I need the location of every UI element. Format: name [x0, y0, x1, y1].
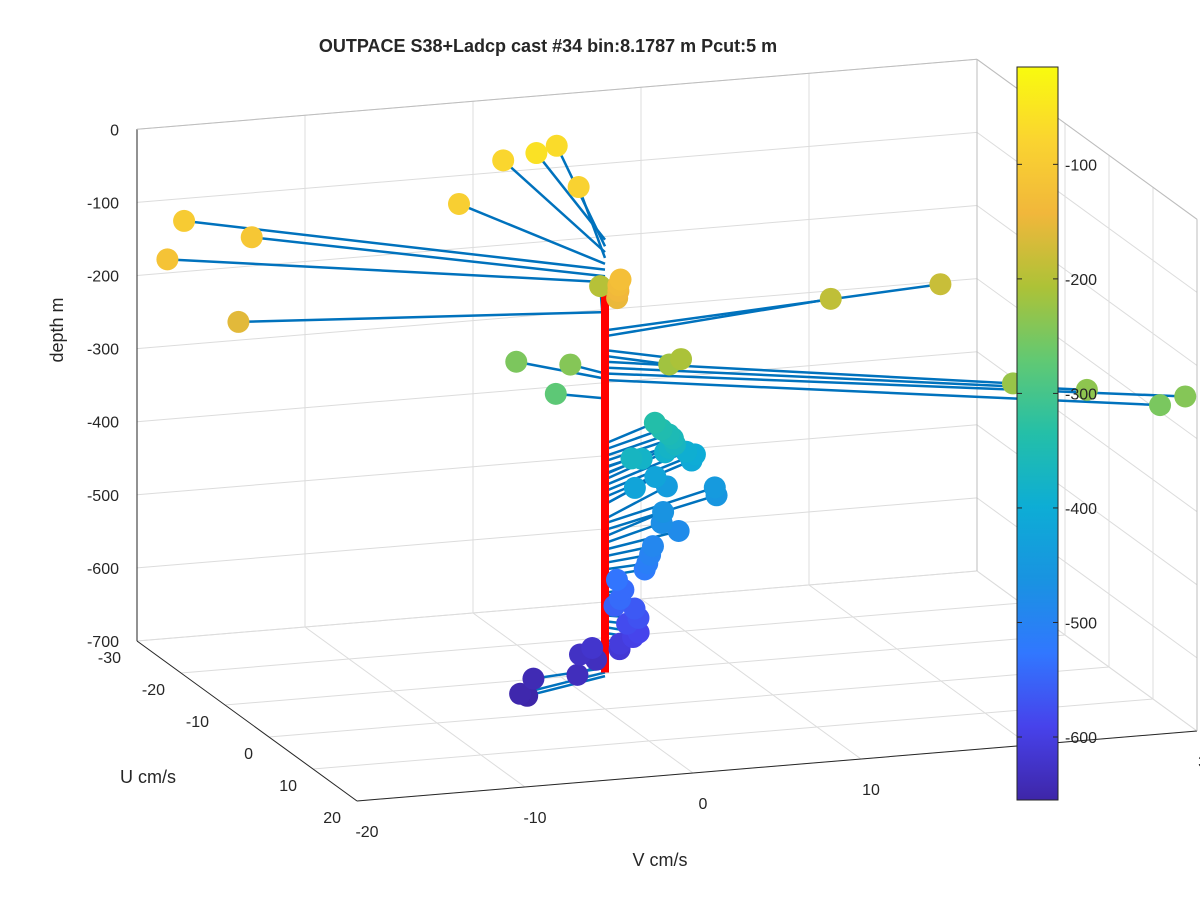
data-point — [1149, 394, 1171, 416]
z-axis-label: depth m — [47, 297, 67, 362]
x-axis-label: V cm/s — [632, 850, 687, 870]
data-point — [566, 664, 588, 686]
v-tick-label: -10 — [523, 810, 546, 827]
data-point — [652, 501, 674, 523]
z-tick-label: -600 — [87, 561, 119, 578]
u-tick-label: -30 — [98, 650, 121, 667]
u-tick-label: 0 — [244, 746, 253, 763]
data-point — [568, 176, 590, 198]
z-tick-label: -400 — [87, 415, 119, 432]
data-point — [610, 269, 632, 291]
z-tick-label: -700 — [87, 634, 119, 651]
data-point — [545, 383, 567, 405]
data-point — [241, 226, 263, 248]
colorbar-tick-label: -600 — [1065, 730, 1097, 747]
u-tick-label: 10 — [279, 778, 297, 795]
data-point — [620, 447, 642, 469]
data-point — [156, 248, 178, 270]
data-point — [581, 637, 603, 659]
colorbar-tick-label: -300 — [1065, 386, 1097, 403]
u-tick-label: -10 — [186, 714, 209, 731]
y-axis-label: U cm/s — [120, 767, 176, 787]
z-tick-label: -300 — [87, 342, 119, 359]
data-point — [173, 210, 195, 232]
v-tick-label: 10 — [862, 782, 880, 799]
data-point — [642, 535, 664, 557]
data-point — [644, 466, 666, 488]
chart-title: OUTPACE S38+Ladcp cast #34 bin:8.1787 m … — [319, 36, 777, 56]
z-tick-label: 0 — [110, 122, 119, 139]
data-point — [820, 288, 842, 310]
data-point — [624, 477, 646, 499]
u-tick-label: 20 — [323, 810, 341, 827]
z-tick-label: -200 — [87, 269, 119, 286]
data-point — [492, 149, 514, 171]
u-tick-label: -20 — [142, 682, 165, 699]
z-tick-label: -500 — [87, 488, 119, 505]
data-point — [448, 193, 470, 215]
data-point — [525, 142, 547, 164]
data-point — [505, 351, 527, 373]
data-point — [227, 311, 249, 333]
data-point — [644, 412, 666, 434]
colorbar-tick-label: -400 — [1065, 501, 1097, 518]
data-point — [606, 569, 628, 591]
z-tick-label: -100 — [87, 195, 119, 212]
colorbar-tick-label: -100 — [1065, 157, 1097, 174]
colorbar-tick-label: -500 — [1065, 615, 1097, 632]
v-tick-label: -20 — [355, 824, 378, 841]
data-point — [670, 348, 692, 370]
data-point — [559, 354, 581, 376]
data-point — [546, 135, 568, 157]
data-point — [929, 273, 951, 295]
data-point — [522, 668, 544, 690]
data-point — [1174, 385, 1196, 407]
colorbar-gradient — [1017, 67, 1058, 800]
v-tick-label: 0 — [699, 796, 708, 813]
colorbar-tick-label: -200 — [1065, 272, 1097, 289]
data-point — [704, 476, 726, 498]
